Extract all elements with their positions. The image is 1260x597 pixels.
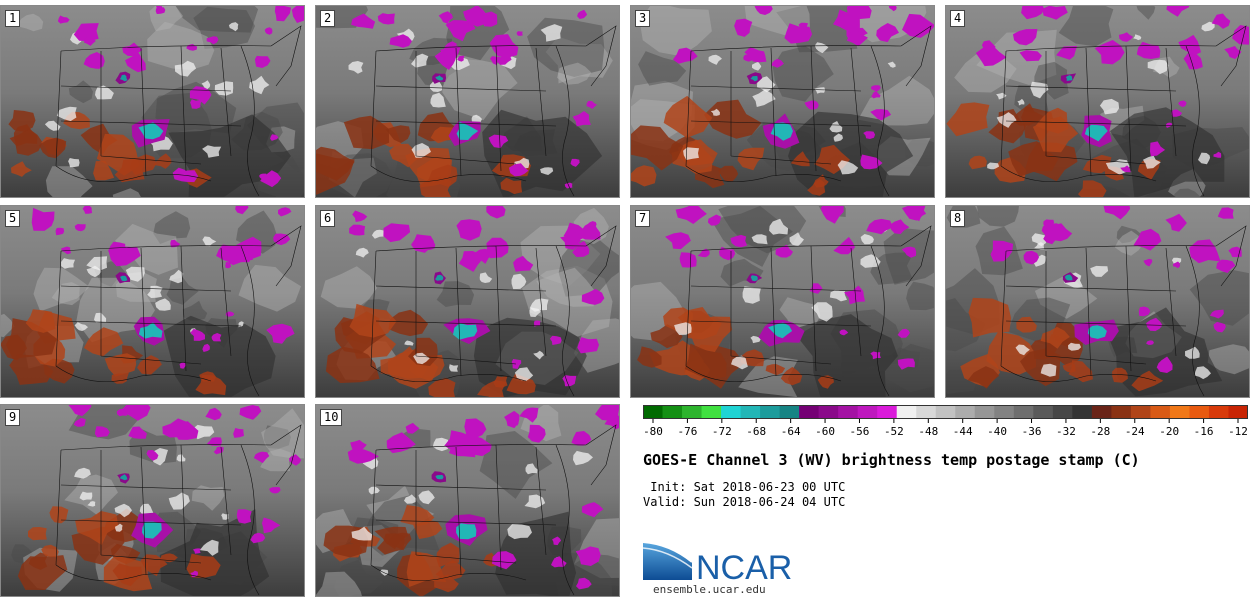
colorbar-tick-label: -60 [815,425,835,438]
colorbar-segment [779,405,800,419]
boundary-lines [1000,25,1247,197]
colorbar-tick-label: -20 [1159,425,1179,438]
stamp-panel-3: 3 [630,5,935,198]
stamp-panel-9: 9 [0,404,305,597]
colorbar-tick-label: -12 [1228,425,1248,438]
colorbar-segment [1072,405,1093,419]
panel-number: 8 [950,210,966,227]
colorbar-tick-label: -76 [677,425,697,438]
colorbar-tick-label: -68 [746,425,766,438]
boundary-lines [685,225,932,397]
boundary-lines [55,424,302,596]
stamp-panel-8: 8 [945,205,1250,398]
ncar-swoosh-icon [643,542,692,580]
panel-number: 10 [320,409,343,426]
stamp-panel-6: 6 [315,205,620,398]
panel-number: 2 [320,10,336,27]
wv-satellite-map [946,6,1249,197]
stamp-panel-10: 10 [315,404,620,597]
panel-number: 4 [950,10,966,27]
panel-number: 1 [5,10,21,27]
stamp-panel-1: 1 [0,5,305,198]
colorbar-segment [662,405,683,419]
colorbar-segment [1091,405,1112,419]
colorbar-segment [818,405,839,419]
wv-satellite-map [316,405,619,596]
colorbar-tick-label: -28 [1090,425,1110,438]
ensemble-url: ensemble.ucar.edu [653,583,766,596]
colorbar-segment [1111,405,1132,419]
panel-number: 9 [5,409,21,426]
colorbar-segment [838,405,859,419]
boundary-lines [1000,225,1247,397]
colorbar-segment [935,405,956,419]
colorbar-tick-label: -80 [643,425,663,438]
colorbar-segment [799,405,820,419]
colorbar-segment [1130,405,1152,419]
colorbar-segment [1033,405,1054,419]
chart-title: GOES-E Channel 3 (WV) brightness temp po… [643,451,1140,469]
colorbar-tick-label: -72 [712,425,732,438]
wv-satellite-map [316,6,619,197]
colorbar-segment [701,405,722,419]
wv-satellite-map [316,206,619,397]
panel-number: 6 [320,210,336,227]
colorbar-segment [760,405,781,419]
colorbar-tick-label: -16 [1194,425,1214,438]
colorbar-segment [955,405,976,419]
boundary-lines [370,424,617,596]
colorbar: -80 -76 -72 -68 -64 -60 -56 -52 -48 -44 -40 -36 -32 -… [643,405,1248,438]
stamp-panel-4: 4 [945,5,1250,198]
ncar-wordmark: NCAR [696,549,792,584]
colorbar-tick-label: -32 [1056,425,1076,438]
colorbar-segment [740,405,761,419]
colorbar-segment [1208,405,1230,419]
colorbar-segment [1189,405,1210,419]
stamp-panel-5: 5 [0,205,305,398]
colorbar-tick-label: -44 [953,425,973,438]
panel-number: 5 [5,210,21,227]
colorbar-segment [1052,405,1073,419]
colorbar-segment [994,405,1015,419]
panel-number: 3 [635,10,651,27]
boundary-lines [55,225,302,397]
colorbar-segment [682,405,703,419]
stamp-panel-2: 2 [315,5,620,198]
colorbar-tick-label: -56 [850,425,870,438]
colorbar-tick-label: -40 [987,425,1007,438]
boundary-lines [55,25,302,197]
boundary-lines [370,25,617,197]
wv-satellite-map [631,6,934,197]
wv-satellite-map [946,206,1249,397]
panel-number: 7 [635,210,651,227]
colorbar-segment [643,405,664,419]
stamp-panel-7: 7 [630,205,935,398]
colorbar-segment [916,405,937,419]
colorbar-tick-label: -52 [884,425,904,438]
wv-satellite-map [1,405,304,596]
colorbar-segment [721,405,742,419]
valid-time: Valid: Sun 2018-06-24 04 UTC [643,495,846,509]
colorbar-segment [857,405,878,419]
colorbar-segment [1169,405,1191,419]
boundary-lines [370,225,617,397]
colorbar-segment [1013,405,1034,419]
colorbar-tick-label: -24 [1125,425,1145,438]
colorbar-tick-label: -48 [918,425,938,438]
wv-satellite-map [1,206,304,397]
colorbar-segment [974,405,995,419]
colorbar-segment [896,405,917,419]
init-time: Init: Sat 2018-06-23 00 UTC [643,480,846,494]
wv-satellite-map [1,6,304,197]
colorbar-tick-label: -64 [781,425,801,438]
colorbar-segment [877,405,898,419]
boundary-lines [685,25,932,197]
colorbar-segment [1228,405,1248,419]
wv-satellite-map [631,206,934,397]
ncar-logo: NCAR [642,541,792,584]
colorbar-segment [1150,405,1171,419]
colorbar-border [643,405,1248,419]
colorbar-tick-label: -36 [1022,425,1042,438]
